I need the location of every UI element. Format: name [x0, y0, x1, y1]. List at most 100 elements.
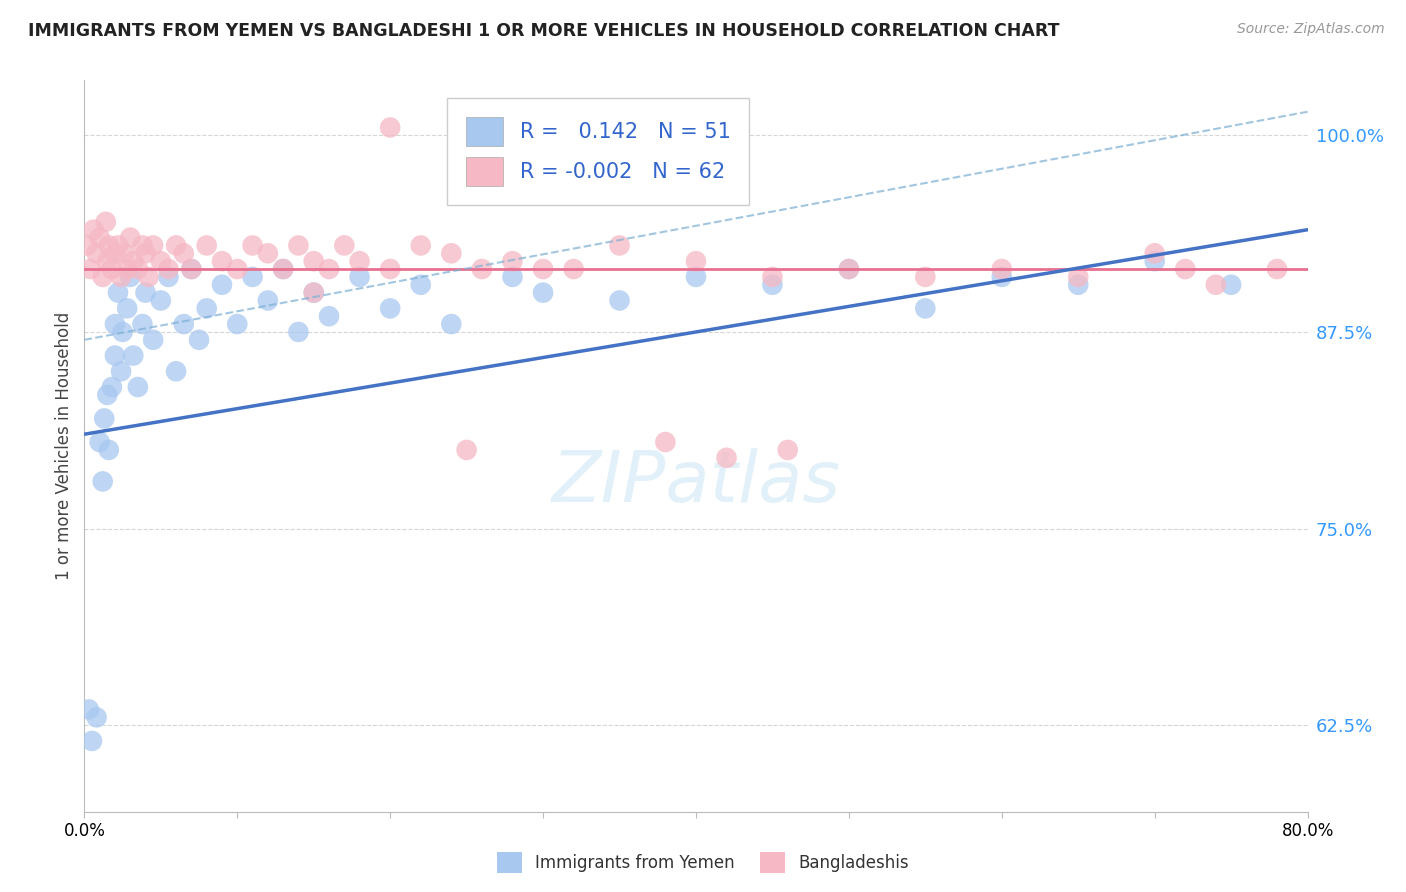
Point: [112, 246, 135, 260]
Point: [91, 475, 114, 489]
Point: [991, 262, 1014, 277]
Point: [173, 246, 195, 260]
Point: [609, 238, 631, 252]
Point: [502, 254, 524, 268]
Point: [79, 262, 101, 277]
Point: [380, 120, 402, 135]
Point: [76, 238, 98, 252]
Point: [83, 223, 105, 237]
Point: [318, 262, 340, 277]
Point: [86, 710, 108, 724]
Point: [86, 246, 108, 260]
Point: [562, 262, 585, 277]
Point: [127, 262, 149, 277]
Point: [761, 269, 783, 284]
Point: [302, 254, 325, 268]
Point: [409, 277, 432, 292]
Point: [89, 230, 111, 244]
Point: [914, 301, 936, 316]
Point: [380, 262, 402, 277]
Text: ZIPatlas: ZIPatlas: [551, 448, 841, 517]
Point: [135, 285, 157, 300]
Point: [257, 293, 280, 308]
Point: [97, 238, 120, 252]
Point: [1143, 246, 1166, 260]
Point: [127, 380, 149, 394]
Point: [211, 277, 233, 292]
Point: [149, 254, 172, 268]
Text: IMMIGRANTS FROM YEMEN VS BANGLADESHI 1 OR MORE VEHICLES IN HOUSEHOLD CORRELATION: IMMIGRANTS FROM YEMEN VS BANGLADESHI 1 O…: [28, 22, 1060, 40]
Point: [318, 310, 340, 324]
Point: [242, 238, 264, 252]
Point: [226, 317, 249, 331]
Point: [138, 269, 160, 284]
Point: [349, 254, 371, 268]
Point: [93, 411, 115, 425]
Point: [180, 262, 202, 277]
Point: [104, 349, 127, 363]
Point: [1220, 277, 1243, 292]
Point: [111, 325, 134, 339]
Point: [257, 246, 280, 260]
Legend: R =   0.142   N = 51, R = -0.002   N = 62: R = 0.142 N = 51, R = -0.002 N = 62: [447, 98, 749, 205]
Point: [122, 254, 145, 268]
Point: [131, 238, 153, 252]
Point: [761, 277, 783, 292]
Point: [142, 238, 165, 252]
Point: [716, 450, 738, 465]
Point: [107, 285, 129, 300]
Legend: Immigrants from Yemen, Bangladeshis: Immigrants from Yemen, Bangladeshis: [491, 846, 915, 880]
Point: [531, 285, 554, 300]
Y-axis label: 1 or more Vehicles in Household: 1 or more Vehicles in Household: [55, 312, 73, 580]
Point: [440, 246, 463, 260]
Point: [1205, 277, 1227, 292]
Point: [173, 317, 195, 331]
Point: [135, 246, 157, 260]
Point: [77, 702, 100, 716]
Point: [101, 262, 124, 277]
Point: [776, 442, 799, 457]
Point: [349, 269, 371, 284]
Point: [80, 734, 103, 748]
Point: [609, 293, 631, 308]
Point: [142, 333, 165, 347]
Point: [188, 333, 211, 347]
Point: [165, 238, 187, 252]
Point: [101, 380, 124, 394]
Point: [654, 435, 676, 450]
Point: [1067, 269, 1090, 284]
Point: [838, 262, 860, 277]
Point: [120, 230, 142, 244]
Point: [110, 364, 132, 378]
Point: [271, 262, 294, 277]
Point: [110, 269, 132, 284]
Point: [1067, 277, 1090, 292]
Point: [287, 325, 309, 339]
Point: [409, 238, 432, 252]
Point: [165, 364, 187, 378]
Point: [96, 254, 118, 268]
Text: Source: ZipAtlas.com: Source: ZipAtlas.com: [1237, 22, 1385, 37]
Point: [991, 269, 1014, 284]
Point: [1265, 262, 1288, 277]
Point: [195, 301, 218, 316]
Point: [302, 285, 325, 300]
Point: [914, 269, 936, 284]
Point: [838, 262, 860, 277]
Point: [1174, 262, 1197, 277]
Point: [271, 262, 294, 277]
Point: [157, 269, 180, 284]
Point: [502, 269, 524, 284]
Point: [115, 262, 138, 277]
Point: [1143, 254, 1166, 268]
Point: [122, 349, 145, 363]
Point: [96, 388, 118, 402]
Point: [685, 269, 707, 284]
Point: [104, 246, 127, 260]
Point: [89, 435, 111, 450]
Point: [157, 262, 180, 277]
Point: [531, 262, 554, 277]
Point: [131, 317, 153, 331]
Point: [456, 442, 478, 457]
Point: [195, 238, 218, 252]
